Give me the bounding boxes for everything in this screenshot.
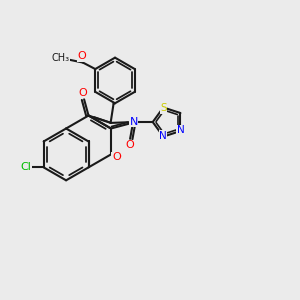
Text: O: O [112, 152, 121, 162]
Text: S: S [160, 103, 167, 113]
Text: Cl: Cl [20, 162, 32, 172]
Text: S: S [160, 103, 167, 113]
Text: CH₃: CH₃ [52, 53, 70, 63]
Text: N: N [129, 117, 138, 127]
Text: O: O [77, 51, 86, 61]
Text: N: N [159, 131, 167, 141]
Text: N: N [177, 125, 184, 135]
Text: Cl: Cl [20, 162, 32, 172]
Text: O: O [78, 88, 87, 98]
Text: O: O [126, 140, 134, 150]
Text: N: N [129, 117, 138, 127]
Text: N: N [159, 131, 167, 141]
Text: O: O [77, 51, 86, 61]
Text: O: O [112, 152, 121, 162]
Text: N: N [177, 125, 184, 135]
Text: O: O [126, 140, 134, 150]
Text: O: O [78, 88, 87, 98]
